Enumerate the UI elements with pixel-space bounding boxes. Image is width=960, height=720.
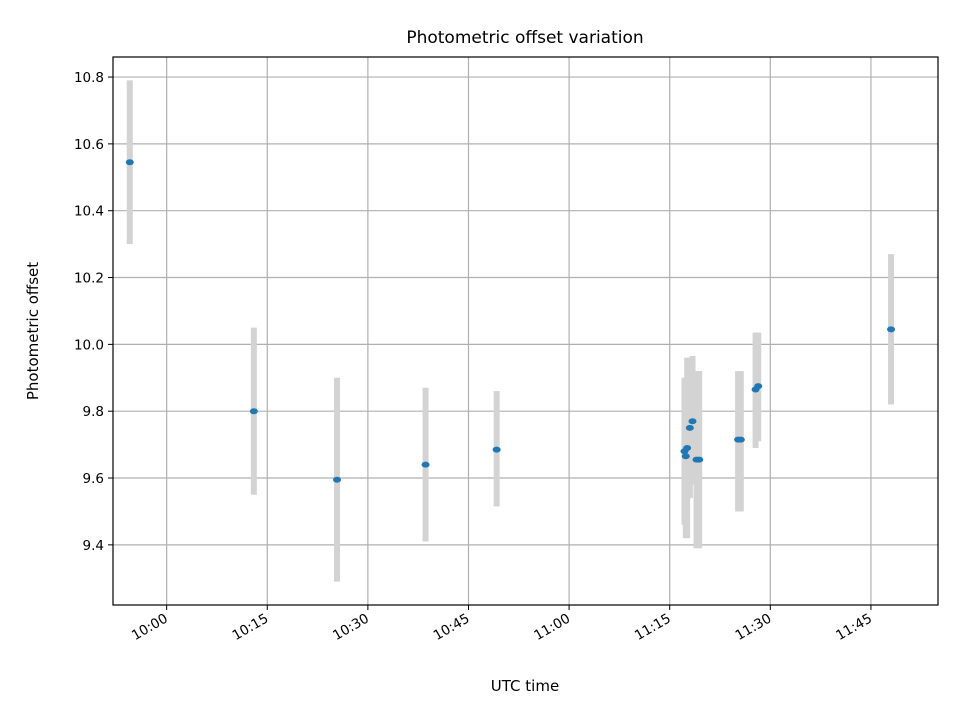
data-point [688,418,697,425]
y-tick-label: 9.6 [83,471,104,487]
y-axis-label: Photometric offset [24,262,42,400]
data-point [683,444,692,451]
data-point [125,159,134,166]
data-point [736,436,745,443]
y-tick-label: 10.4 [74,204,104,220]
data-point [421,461,430,468]
chart-title: Photometric offset variation [406,28,643,48]
data-point [754,383,763,390]
data-point [333,476,342,483]
data-point [681,453,690,460]
plot-frame [112,56,939,606]
y-tick-label: 10.2 [74,271,104,287]
data-point [249,408,258,415]
y-tick-label: 10.0 [74,337,104,353]
y-tick-label: 10.6 [74,137,104,153]
x-axis-label: UTC time [491,677,559,695]
y-tick-label: 9.4 [83,538,104,554]
data-point [887,326,896,333]
data-point [695,456,704,463]
point-layer [125,159,896,483]
y-tick-label: 9.8 [83,404,104,420]
y-tick-label: 10.8 [74,70,104,86]
data-point [492,446,501,453]
data-point [685,424,694,431]
